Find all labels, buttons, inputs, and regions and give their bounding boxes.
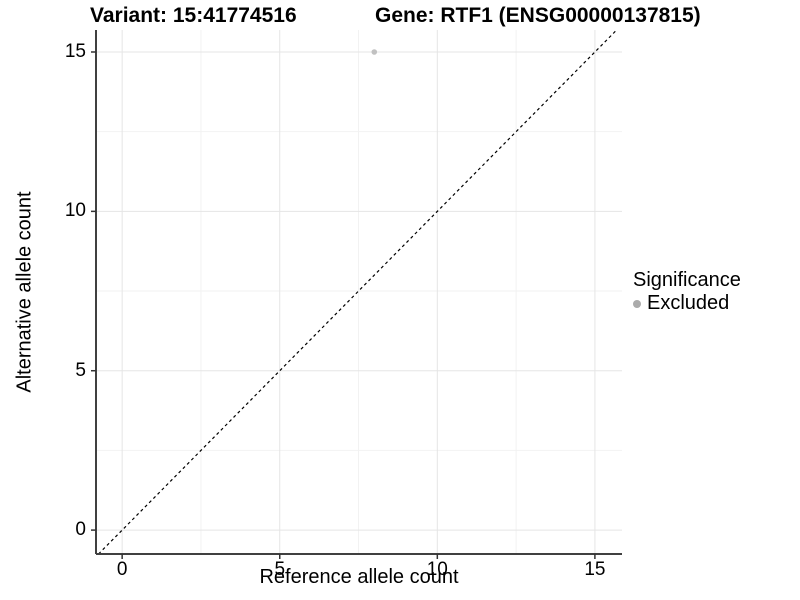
legend-title: Significance bbox=[633, 269, 741, 291]
x-tick-label: 5 bbox=[274, 559, 286, 580]
legend-item-excluded: Excluded bbox=[633, 292, 741, 315]
x-tick-label: 10 bbox=[426, 559, 448, 580]
y-axis-title: Alternative allele count bbox=[13, 191, 36, 393]
legend: Significance Excluded bbox=[633, 269, 741, 315]
y-tick-label: 15 bbox=[64, 40, 86, 62]
variant-title: Variant: 15:41774516 bbox=[90, 4, 297, 27]
y-tick-label: 10 bbox=[64, 200, 86, 222]
y-tick-label: 0 bbox=[75, 519, 86, 541]
gene-title: Gene: RTF1 (ENSG00000137815) bbox=[375, 4, 701, 27]
legend-item-label: Excluded bbox=[647, 292, 730, 314]
legend-key-dot-icon bbox=[633, 299, 641, 308]
y-tick-label: 5 bbox=[75, 359, 86, 381]
x-axis-title: Reference allele count bbox=[259, 566, 459, 588]
plot-panel bbox=[91, 29, 622, 559]
plot-canvas bbox=[91, 29, 622, 559]
identity-line bbox=[98, 29, 618, 555]
x-tick-label: 0 bbox=[116, 559, 128, 580]
data-point bbox=[371, 49, 378, 55]
x-tick-label: 15 bbox=[584, 559, 606, 580]
